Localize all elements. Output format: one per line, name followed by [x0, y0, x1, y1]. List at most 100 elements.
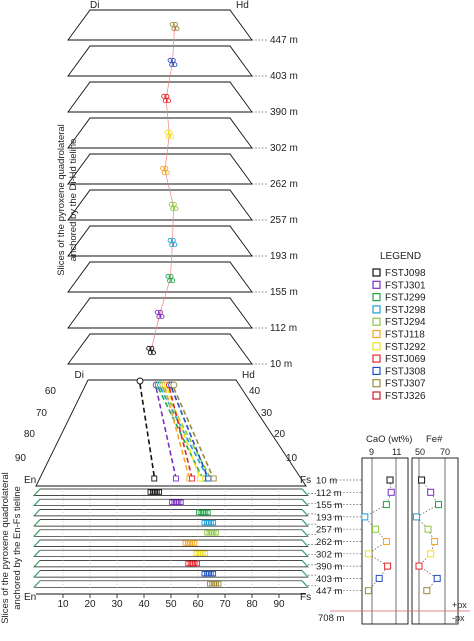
- upper-sample-point: [161, 93, 167, 99]
- legend-swatch: [372, 329, 381, 339]
- left-tick-90: 90: [15, 453, 27, 464]
- lower-slice-edge-left: [33, 498, 41, 507]
- upper-slice-depth-label: 262 m: [270, 179, 298, 190]
- lower-sample-point: [157, 489, 163, 495]
- upper-sample-point: [167, 237, 173, 243]
- upper-sample-point: [164, 170, 170, 176]
- lower-slice-edge-right: [301, 519, 309, 527]
- cao-frame: [361, 457, 409, 625]
- lower-slice-edge-right: [301, 570, 309, 578]
- profile-depth-label: 257 m: [316, 525, 342, 536]
- bottom-tick-label: 80: [246, 599, 258, 610]
- lower-slice-edge-right: [301, 549, 309, 558]
- upper-sample-point: [151, 350, 156, 356]
- upper-sample-point: [166, 98, 171, 104]
- minus-px-label: -px: [452, 613, 465, 623]
- legend-swatch: [372, 305, 381, 314]
- upper-sample-point: [159, 314, 165, 320]
- profile-depth-label: 447 m: [316, 586, 342, 597]
- lower-slice-edge-right: [301, 529, 309, 537]
- legend-swatch: [372, 293, 381, 302]
- upper-sample-point: [171, 201, 177, 207]
- bottom-tick-label: 40: [138, 599, 150, 610]
- upper-slice-depth-label: 193 m: [270, 251, 298, 262]
- lower-sample-point: [213, 530, 219, 536]
- upper-slice: [67, 9, 253, 41]
- lower-slices: [33, 488, 318, 588]
- profile-depth-label: 403 m: [316, 574, 342, 585]
- bottom-tick-label: 90: [273, 599, 285, 610]
- upper-corner-di: Di: [90, 0, 99, 11]
- left-tick-70: 70: [36, 408, 48, 419]
- tie-line: [173, 387, 215, 481]
- legend-swatch: [372, 280, 381, 289]
- fe-point: [427, 488, 435, 496]
- lower-axis-title-1: Slices of the pyroxene quadrolateral: [0, 472, 11, 624]
- cao-tick-9: 9: [369, 447, 374, 457]
- lower-sample-point: [192, 540, 198, 546]
- profile-depth-label: 112 m: [316, 488, 342, 499]
- lower-slice: [33, 570, 309, 578]
- bottom-depth-label: 708 m: [318, 613, 344, 624]
- legend-label: FSTJ298: [385, 305, 426, 316]
- bottom-corner-en: En: [24, 592, 36, 603]
- upper-slice-depth-label: 155 m: [270, 287, 298, 298]
- legend-label: FSTJ118: [385, 330, 425, 341]
- fe-point: [431, 538, 439, 545]
- bottom-tick-label: 30: [111, 599, 123, 610]
- fe-frame: [411, 457, 459, 625]
- lower-corner-en: En: [24, 475, 36, 486]
- lower-sample-point: [211, 570, 217, 577]
- tie-line-bottom-point: [172, 475, 179, 482]
- upper-axis-title-2: anchored by the Di-Hd tieline: [68, 139, 79, 262]
- profile-depth-label: 262 m: [316, 537, 342, 548]
- upper-slice-depth-label: 302 m: [270, 143, 298, 154]
- bottom-ticks: 10 20 30 40 50 60 70 80 90: [57, 488, 285, 610]
- lower-sample-point: [205, 509, 211, 516]
- lower-slice: [33, 519, 309, 527]
- upper-corner-hd: Hd: [236, 0, 249, 11]
- upper-sample-point: [172, 21, 178, 27]
- legend-swatch: [372, 268, 381, 277]
- tie-line: [162, 387, 213, 481]
- cao-point: [382, 501, 390, 509]
- lower-corner-fs: Fs: [300, 475, 311, 486]
- fe-point: [415, 562, 423, 570]
- tie-line-top-point: [170, 381, 178, 389]
- fe-point: [412, 513, 420, 521]
- upper-sample-point: [147, 350, 153, 356]
- upper-sample-point: [168, 273, 174, 279]
- upper-sample-point: [167, 57, 173, 63]
- lower-slice-edge-left: [33, 559, 41, 568]
- tie-line-top-point: [136, 377, 144, 385]
- legend-swatch: [372, 366, 381, 375]
- lower-slice-edge-right: [301, 488, 309, 496]
- fe-point: [427, 550, 435, 558]
- upper-sample-point: [169, 242, 175, 248]
- profile-depth-label: 390 m: [316, 562, 342, 573]
- upper-slice-depth-label: 403 m: [270, 71, 298, 82]
- cao-title: CaO (wt%): [366, 434, 412, 445]
- right-tick-40: 40: [249, 386, 261, 397]
- tie-line: [166, 387, 202, 481]
- tie-line: [139, 383, 156, 481]
- tie-line: [170, 387, 210, 481]
- lower-sample-point: [211, 519, 217, 526]
- upper-points: [146, 21, 180, 356]
- upper-sample-point: [164, 93, 170, 99]
- upper-sample-point: [169, 21, 175, 27]
- upper-sample-point: [172, 62, 178, 68]
- upper-sample-point: [166, 134, 171, 140]
- lower-sample-point: [216, 581, 222, 587]
- lower-slice-edge-left: [33, 488, 41, 496]
- bottom-tick-label: 10: [57, 599, 69, 610]
- lower-sample-point: [203, 550, 208, 556]
- legend-swatch: [372, 391, 381, 400]
- fe-title: Fe#: [426, 434, 443, 445]
- cao-point: [364, 587, 372, 595]
- lower-corner-di: Di: [75, 370, 84, 381]
- upper-sample-point: [146, 345, 152, 351]
- legend-label: FSTJ308: [385, 366, 426, 377]
- right-tick-20: 20: [274, 429, 286, 440]
